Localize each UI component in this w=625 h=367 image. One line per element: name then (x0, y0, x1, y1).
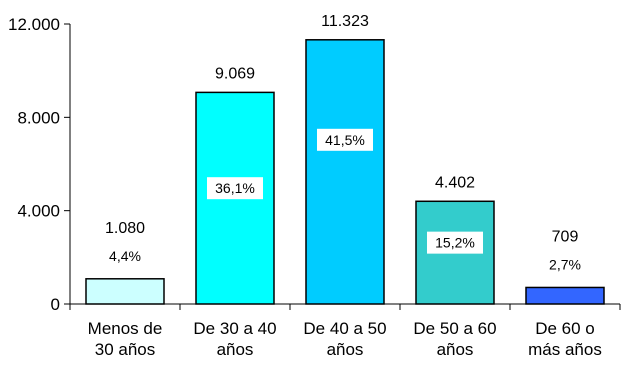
percent-label: 36,1% (215, 180, 255, 196)
x-tick-label: Menos de 30 años (88, 319, 163, 359)
y-tick-label: 8.000 (17, 108, 60, 127)
percent-label: 4,4% (109, 248, 141, 264)
y-tick-label: 12.000 (8, 15, 60, 34)
percent-label-box (207, 177, 263, 200)
chart-bars (85, 39, 605, 305)
chart-labels: Menos de 30 años 1.080 4,4% De 30 a 40 años 9.… (88, 13, 602, 359)
bar (305, 39, 385, 305)
x-tick-label: De 50 a 60 años (413, 319, 496, 359)
y-tick-label: 0 (51, 295, 60, 314)
bar (85, 278, 165, 305)
x-tick-label: De 60 o más años (528, 319, 602, 359)
value-label: 4.402 (435, 174, 475, 191)
x-tick-label: De 30 a 40 años (193, 319, 276, 359)
percent-label-box (317, 128, 373, 151)
percent-label: 15,2% (435, 235, 475, 251)
value-label: 1.080 (105, 220, 145, 237)
percent-label: 2,7% (549, 256, 581, 272)
x-tick-label: De 40 a 50 años (303, 319, 386, 359)
value-label: 709 (552, 228, 579, 245)
value-label: 9.069 (215, 65, 255, 82)
value-label: 11.323 (321, 13, 369, 30)
percent-label-box (427, 231, 483, 254)
percent-label: 41,5% (325, 132, 365, 148)
y-tick-label: 4.000 (17, 202, 60, 221)
bar (525, 286, 605, 305)
